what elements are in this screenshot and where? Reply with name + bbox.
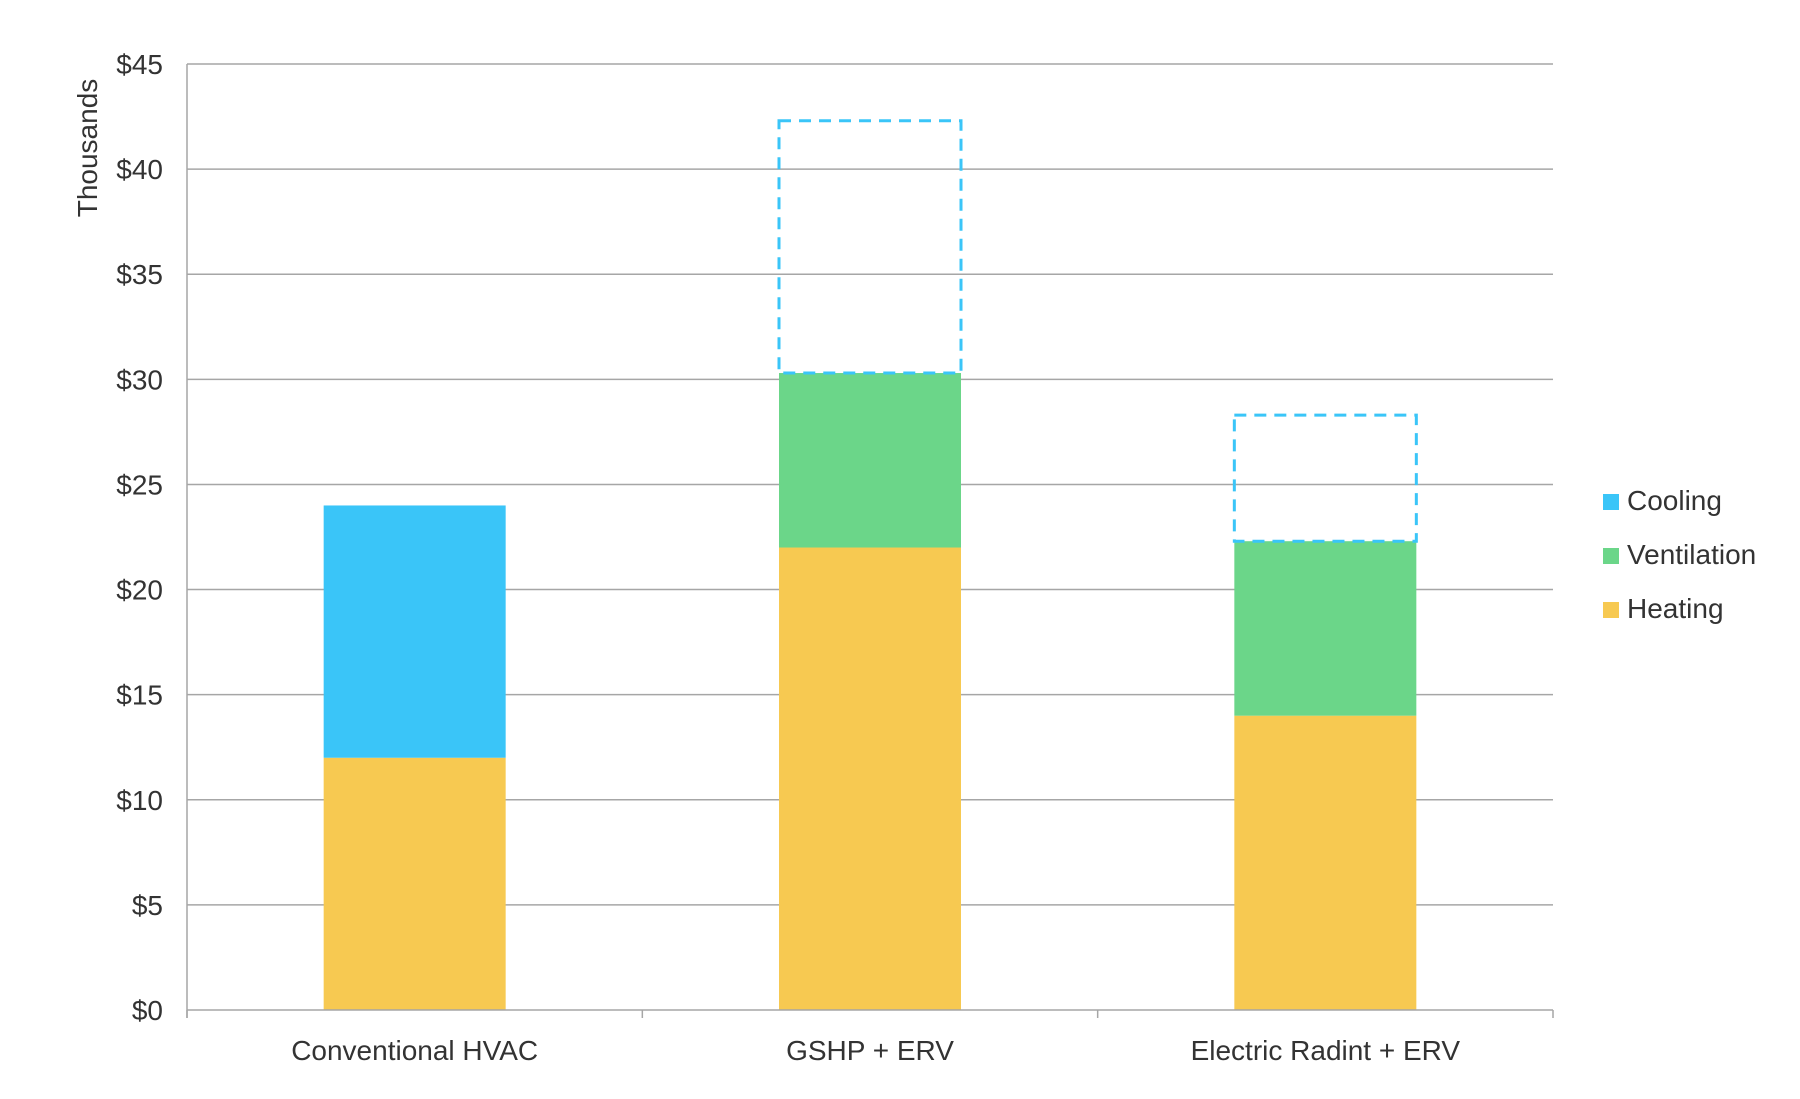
bar-segment-heating bbox=[323, 757, 506, 1010]
bar-segment-heating bbox=[779, 547, 961, 1010]
dashed-cooling-outline bbox=[1232, 413, 1418, 543]
legend-swatch-ventilation bbox=[1603, 548, 1619, 564]
y-tick-label: $20 bbox=[116, 575, 163, 606]
y-axis-label: Thousands bbox=[72, 79, 103, 218]
legend: Cooling Ventilation Heating bbox=[1603, 485, 1756, 624]
x-tick-label: Electric Radint + ERV bbox=[1191, 1035, 1461, 1066]
legend-label-cooling: Cooling bbox=[1627, 485, 1722, 516]
bar-segment-ventilation bbox=[1234, 541, 1417, 716]
y-tick-label: $15 bbox=[116, 680, 163, 711]
y-tick-label: $45 bbox=[116, 49, 163, 80]
legend-swatch-heating bbox=[1603, 602, 1619, 618]
bar-segment-cooling bbox=[323, 505, 506, 758]
bars bbox=[323, 373, 1417, 1010]
y-tick-label: $40 bbox=[116, 154, 163, 185]
y-tick-label: $35 bbox=[116, 259, 163, 290]
legend-label-heating: Heating bbox=[1627, 593, 1724, 624]
bar-segment-ventilation bbox=[779, 373, 961, 548]
dashed-outlines bbox=[777, 119, 1418, 543]
y-tick-label: $0 bbox=[132, 995, 163, 1026]
dashed-cooling-outline bbox=[777, 119, 963, 375]
y-tick-label: $25 bbox=[116, 469, 163, 500]
legend-label-ventilation: Ventilation bbox=[1627, 539, 1756, 570]
y-tick-label: $5 bbox=[132, 890, 163, 921]
axes: $0 $5 $10 $15 $20 $25 $30 $35 $40 $45 Thousands Con… bbox=[72, 49, 1554, 1066]
legend-swatch-cooling bbox=[1603, 494, 1619, 510]
y-tick-label: $30 bbox=[116, 364, 163, 395]
bar-segment-heating bbox=[1234, 715, 1417, 1010]
y-tick-label: $10 bbox=[116, 785, 163, 816]
x-tick-label: GSHP + ERV bbox=[786, 1035, 954, 1066]
x-tick-label: Conventional HVAC bbox=[291, 1035, 538, 1066]
